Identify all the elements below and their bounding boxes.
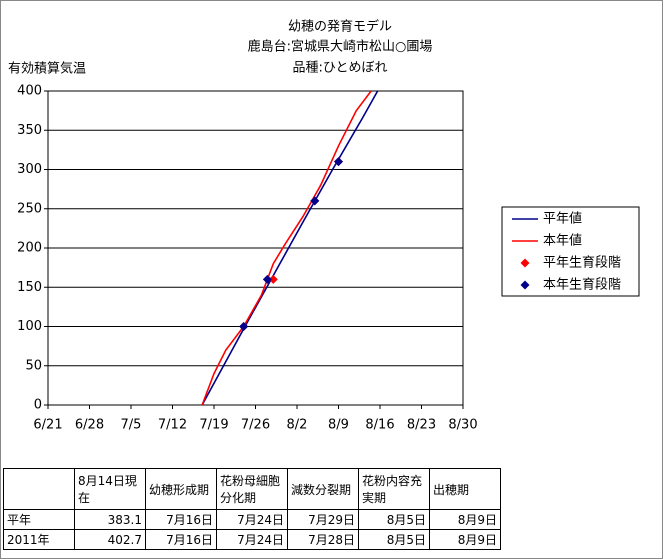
table-cell: 平年 [3, 509, 75, 530]
y-tick-label: 50 [25, 358, 42, 373]
x-tick-label: 6/21 [33, 418, 62, 433]
table-cell: 7月16日 [145, 509, 217, 530]
x-tick-label: 7/26 [241, 418, 270, 433]
line [201, 91, 372, 405]
data-table: 8月14日現在 幼穂形成期 花粉母細胞分化期 減数分裂期 花粉内容充実期 出穂期 平年 38… [3, 468, 501, 550]
x-tick-label: 8/30 [448, 418, 477, 433]
table-cell: 7月28日 [287, 529, 359, 550]
legend-swatch [520, 258, 530, 268]
table-cell: 7月24日 [216, 529, 288, 550]
table-header-cell: 花粉内容充実期 [358, 468, 430, 510]
chart: 幼穂の発育モデル 鹿島台:宮城県大崎市松山○圃場 品種:ひとめぼれ 有効積算気温… [8, 19, 640, 433]
table-cell: 8月9日 [429, 529, 501, 550]
y-tick-label: 350 [17, 123, 42, 138]
chart-subtitle: 品種:ひとめぼれ [293, 60, 388, 76]
marker [268, 274, 278, 284]
table-header-cell: 8月14日現在 [74, 468, 146, 510]
table-cell: 7月29日 [287, 509, 359, 530]
legend-label: 平年生育段階 [543, 255, 621, 271]
table-cell: 7月16日 [145, 529, 217, 550]
x-tick-label: 7/12 [158, 418, 187, 433]
table-cell: 8月5日 [358, 509, 430, 530]
table-corner [3, 468, 75, 510]
table-row: 2011年 402.7 7月16日 7月24日 7月28日 8月5日 8月9日 [3, 529, 501, 550]
legend-swatch [520, 280, 530, 290]
legend-label: 本年値 [543, 233, 582, 249]
chart-title: 幼穂の発育モデル [288, 19, 392, 35]
x-tick-label: 8/23 [407, 418, 436, 433]
x-tick-label: 8/16 [365, 418, 394, 433]
y-tick-label: 400 [17, 84, 42, 99]
table-cell: 8月5日 [358, 529, 430, 550]
y-tick-label: 0 [34, 398, 42, 413]
y-tick-label: 100 [17, 319, 42, 334]
legend-label: 平年値 [543, 211, 582, 227]
x-tick-label: 7/5 [121, 418, 142, 433]
table-cell: 8月9日 [429, 509, 501, 530]
y-tick-label: 300 [17, 162, 42, 177]
table-cell: 383.1 [74, 509, 146, 530]
y-axis-label: 有効積算気温 [8, 61, 86, 77]
table-cell: 402.7 [74, 529, 146, 550]
y-tick-label: 200 [17, 241, 42, 256]
y-tick-label: 250 [17, 201, 42, 216]
table-header-cell: 出穂期 [429, 468, 501, 510]
marker [262, 274, 272, 284]
table-header-cell: 幼穂形成期 [145, 468, 217, 510]
marker [239, 322, 249, 331]
table-cell: 7月24日 [216, 509, 288, 530]
x-tick-label: 8/9 [328, 418, 349, 433]
y-tick-label: 150 [17, 280, 42, 295]
x-tick-label: 7/19 [199, 418, 228, 433]
chart-subtitle: 鹿島台:宮城県大崎市松山○圃場 [248, 39, 433, 55]
table-header-cell: 花粉母細胞分化期 [216, 468, 288, 510]
table-header-cell: 減数分裂期 [287, 468, 359, 510]
table-row: 平年 383.1 7月16日 7月24日 7月29日 8月5日 8月9日 [3, 509, 501, 530]
x-tick-label: 6/28 [75, 418, 104, 433]
marker [334, 157, 343, 167]
x-tick-label: 8/2 [287, 418, 308, 433]
table-header: 8月14日現在 幼穂形成期 花粉母細胞分化期 減数分裂期 花粉内容充実期 出穂期 [3, 468, 501, 510]
marker [310, 196, 320, 206]
legend-label: 本年生育段階 [543, 277, 621, 293]
table-cell: 2011年 [3, 529, 75, 550]
